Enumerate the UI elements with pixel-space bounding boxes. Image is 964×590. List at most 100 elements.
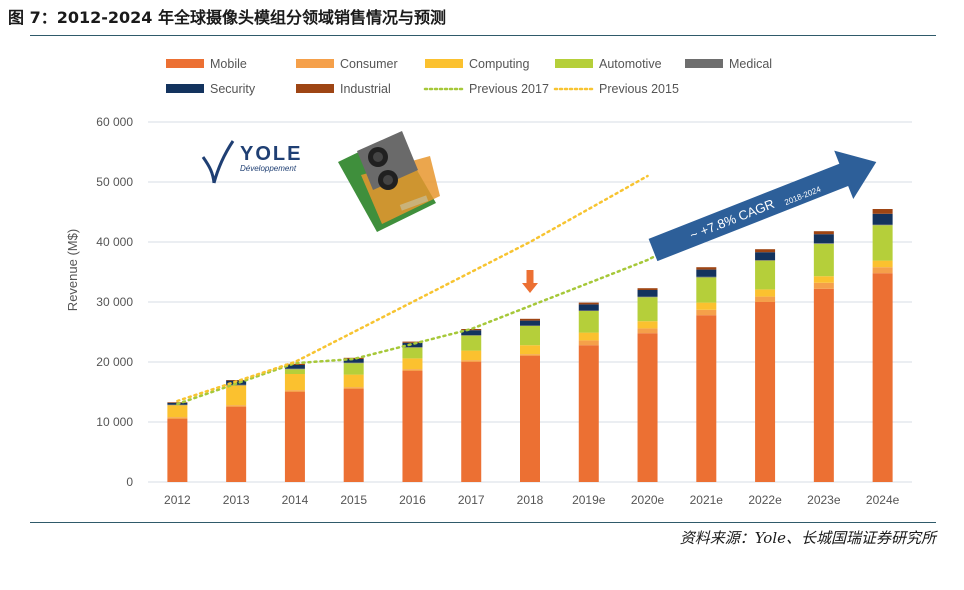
legend-label-consumer: Consumer (340, 57, 398, 71)
bar-industrial (578, 302, 599, 305)
legend-label-industrial: Industrial (340, 82, 391, 96)
x-tick-label: 2013 (223, 493, 250, 507)
bar-computing (813, 276, 834, 283)
bar-computing (284, 374, 305, 391)
bar-automotive (284, 369, 305, 374)
bar-automotive (402, 347, 423, 359)
y-tick-label: 0 (126, 475, 133, 489)
bar-medical (226, 384, 247, 386)
bar-consumer (284, 390, 305, 392)
bar-security (402, 342, 423, 347)
bar-automotive (461, 335, 482, 351)
bar-industrial (167, 402, 188, 403)
bar-industrial (284, 363, 305, 365)
bar-consumer (813, 282, 834, 289)
x-tick-label: 2015 (340, 493, 367, 507)
bar-medical (343, 362, 364, 364)
line-previous-2015 (176, 174, 649, 403)
down-arrow-shaft (526, 270, 534, 284)
bar-mobile (755, 302, 776, 482)
bar-computing (520, 345, 540, 355)
x-tick-label: 2022e (748, 493, 782, 507)
bar-consumer (578, 340, 599, 346)
bar-industrial (755, 249, 776, 253)
bar-consumer (461, 360, 482, 362)
bar-industrial (402, 341, 423, 343)
bar-computing (578, 332, 599, 341)
x-tick-labels: 2012 2013 2014 2015 2016 2017 2018 2019e 2020e 20… (164, 493, 900, 507)
bar-industrial (461, 329, 482, 331)
y-tick-label: 30 000 (96, 295, 133, 309)
bar-industrial (637, 288, 658, 290)
bar-mobile (696, 315, 717, 482)
legend-label-previous-2015: Previous 2015 (599, 82, 679, 96)
legend-swatch-computing (425, 59, 463, 68)
legend-swatch-automotive (555, 59, 593, 68)
bar-security (813, 234, 834, 244)
bottom-rule (30, 522, 936, 523)
yole-logo: YOLE Développement (201, 140, 302, 184)
bar-computing (637, 321, 658, 329)
legend-swatch-industrial (296, 84, 334, 93)
bar-automotive (578, 311, 599, 333)
bar-medical (461, 335, 482, 336)
bar-consumer (167, 417, 188, 419)
bar-consumer (755, 296, 776, 302)
x-tick-label: 2012 (164, 493, 191, 507)
bar-mobile (461, 362, 482, 482)
y-tick-label: 20 000 (96, 355, 133, 369)
x-tick-label: 2023e (807, 493, 841, 507)
bar-medical (696, 276, 717, 278)
bar-consumer (226, 405, 247, 407)
x-tick-label: 2021e (690, 493, 724, 507)
bar-consumer (402, 369, 423, 371)
legend-label-mobile: Mobile (210, 57, 247, 71)
bar-computing (696, 302, 717, 310)
x-tick-label: 2018 (517, 493, 544, 507)
x-tick-label: 2014 (282, 493, 309, 507)
bar-mobile (578, 345, 599, 482)
bar-consumer (343, 387, 364, 389)
bar-consumer (872, 267, 893, 274)
bar-industrial (696, 267, 717, 270)
y-tick-label: 10 000 (96, 415, 133, 429)
bar-automotive (637, 297, 658, 322)
bar-security (696, 269, 717, 277)
legend-swatch-security (166, 84, 204, 93)
camera-module-image (338, 131, 440, 232)
bar-medical (637, 296, 658, 298)
bar-automotive (520, 326, 540, 346)
bar-computing (167, 405, 188, 418)
legend-swatch-mobile (166, 59, 204, 68)
legend-label-security: Security (210, 82, 256, 96)
bar-medical (755, 260, 776, 261)
bar-automotive (755, 260, 776, 290)
legend: Mobile Consumer Computing Automotive Medical… (166, 57, 772, 96)
bar-security (872, 213, 893, 225)
bar-mobile (520, 356, 540, 482)
bar-medical (520, 325, 540, 326)
figure-title: 图 7：2012-2024 年全球摄像头模组分领域销售情况与预测 (8, 8, 446, 27)
legend-swatch-medical (685, 59, 723, 68)
bar-security (520, 320, 540, 326)
bar-medical (872, 224, 893, 226)
y-tick-label: 40 000 (96, 235, 133, 249)
legend-label-previous-2017: Previous 2017 (469, 82, 549, 96)
bar-mobile (167, 419, 188, 482)
logo-text: YOLE (240, 143, 302, 165)
bar-security (284, 365, 305, 369)
bar-mobile (284, 392, 305, 482)
bar-automotive (813, 243, 834, 277)
bar-security (461, 330, 482, 335)
y-tick-label: 60 000 (96, 115, 133, 129)
bar-automotive (872, 225, 893, 261)
bar-mobile (637, 333, 658, 482)
down-arrow-head (522, 283, 538, 293)
bar-mobile (813, 288, 834, 482)
bar-automotive (696, 277, 717, 303)
source-note: 资料来源：Yole、长城国瑞证券研究所 (679, 529, 936, 547)
y-axis-label: Revenue (M$) (65, 229, 80, 311)
bar-mobile (226, 407, 247, 482)
logo-subtext: Développement (240, 164, 297, 173)
